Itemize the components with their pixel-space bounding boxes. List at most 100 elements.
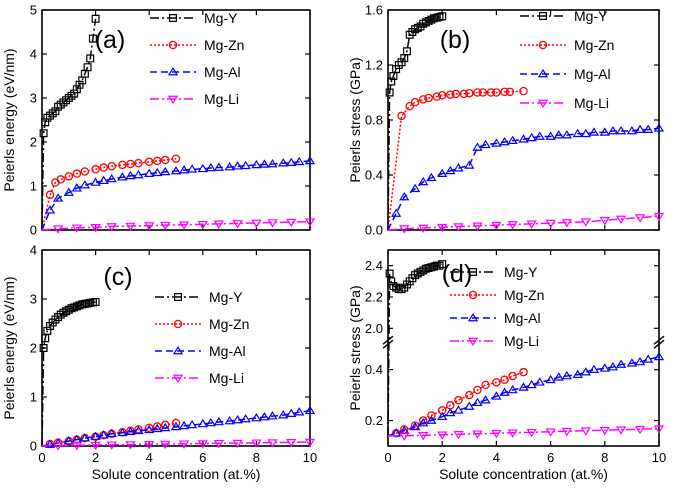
data-point <box>240 413 251 423</box>
data-point <box>599 127 610 136</box>
y-tick-label: 3 <box>30 292 37 307</box>
data-point <box>152 423 163 433</box>
data-point <box>580 427 591 436</box>
data-point <box>588 364 600 373</box>
data-point <box>615 359 627 368</box>
legend-label: Mg-Y <box>204 10 238 26</box>
data-point <box>125 426 136 436</box>
data-point <box>427 263 436 272</box>
y-tick-label: 0.2 <box>365 413 383 428</box>
data-point <box>486 88 496 97</box>
series-mg-li <box>387 212 665 234</box>
data-point <box>626 125 638 135</box>
data-point <box>390 208 402 217</box>
data-point <box>405 30 414 39</box>
legend-label: Mg-Li <box>504 333 539 349</box>
series-line <box>41 301 96 447</box>
data-point <box>186 419 198 429</box>
data-point <box>473 88 482 97</box>
y-tick-label: 3 <box>30 91 37 106</box>
data-point <box>472 430 483 439</box>
data-point <box>64 172 74 181</box>
data-point <box>643 354 654 363</box>
data-point <box>580 128 591 138</box>
data-point <box>427 15 436 24</box>
legend-label: Mg-Al <box>209 343 246 359</box>
y-axis-title: Peierls energy (eV/nm) <box>1 48 17 191</box>
data-point <box>408 274 417 283</box>
data-point <box>72 85 81 94</box>
data-point <box>492 378 501 387</box>
panel-label: (a) <box>95 26 126 54</box>
legend-label: Mg-Li <box>204 91 239 107</box>
data-point <box>634 124 646 133</box>
legend-label: Mg-Li <box>574 95 609 111</box>
legend-label: Mg-Zn <box>574 37 614 53</box>
data-point <box>107 161 116 171</box>
data-point <box>267 158 278 168</box>
data-point <box>232 414 243 424</box>
data-point <box>44 205 56 214</box>
y-tick-label: 1 <box>30 179 37 194</box>
data-point <box>392 283 401 292</box>
data-point <box>409 421 421 431</box>
data-point <box>402 47 411 56</box>
legend-label: Mg-Zn <box>209 316 249 332</box>
data-point <box>437 223 448 233</box>
data-point <box>51 107 60 116</box>
data-point <box>572 369 583 379</box>
data-point <box>399 432 410 441</box>
data-point <box>294 156 305 166</box>
data-point <box>424 93 433 103</box>
x-tick-label: 6 <box>547 450 554 465</box>
data-point <box>106 428 117 438</box>
x-tick-label: 0 <box>384 450 391 465</box>
data-point <box>480 395 491 404</box>
data-point <box>418 176 429 186</box>
data-point <box>213 220 225 229</box>
data-point <box>507 429 518 438</box>
data-point <box>59 98 68 107</box>
legend-marker <box>172 345 184 355</box>
panel-label: (c) <box>103 263 132 291</box>
data-point <box>491 138 502 147</box>
data-point <box>224 162 235 171</box>
data-point <box>445 407 456 417</box>
data-point <box>79 433 91 442</box>
x-tick-label: 10 <box>303 450 317 465</box>
data-point <box>453 223 464 232</box>
data-point <box>413 23 422 32</box>
data-point <box>561 130 573 139</box>
data-point <box>304 218 316 227</box>
data-point <box>161 155 170 165</box>
data-point <box>507 221 518 230</box>
legend-label: Mg-Al <box>204 64 241 80</box>
data-point <box>197 220 208 230</box>
data-point <box>251 413 262 422</box>
data-point <box>144 168 155 177</box>
data-point <box>186 164 198 173</box>
data-point <box>553 130 564 139</box>
data-point <box>478 88 488 97</box>
series-mg-al <box>387 123 665 231</box>
y-tick-label: 1.6 <box>365 3 383 18</box>
data-point <box>86 54 95 63</box>
y-axis-title: Peierls stress (GPa) <box>347 285 363 410</box>
data-point <box>464 401 475 410</box>
data-point <box>580 218 591 227</box>
data-point <box>430 14 439 23</box>
y-tick-label: 2.4 <box>365 258 383 273</box>
data-point <box>52 225 64 234</box>
data-point <box>472 142 483 151</box>
legend-marker <box>468 290 478 300</box>
data-point <box>599 426 610 436</box>
data-point <box>480 139 491 149</box>
legend-label: Mg-Li <box>209 370 244 386</box>
data-point <box>72 169 82 178</box>
data-point <box>80 167 90 176</box>
data-point <box>424 264 433 273</box>
y-tick-label: 4 <box>30 47 37 62</box>
data-point <box>205 162 216 172</box>
data-point <box>54 102 63 111</box>
data-point <box>464 160 475 169</box>
